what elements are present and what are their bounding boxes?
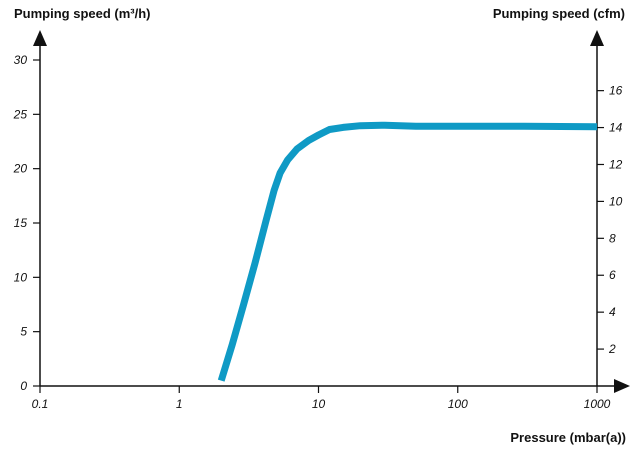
x-tick-label: 1	[176, 397, 183, 411]
y-tick-label-left: 0	[20, 379, 27, 393]
y-tick-label-left: 10	[14, 270, 28, 284]
y-tick-label-left: 5	[20, 325, 27, 339]
ticks-group: 0 5 10 15 20 25 30 2 4 6 8 10 12 14 16 0.1 1 10 100 1000	[13, 53, 623, 411]
x-tick-label: 100	[448, 397, 468, 411]
y-tick-label-right: 12	[609, 157, 623, 171]
x-tick-label: 10	[312, 397, 326, 411]
y-axis-right-arrow	[590, 30, 604, 46]
y-tick-label-left: 20	[13, 162, 28, 176]
y-tick-label-right: 8	[609, 231, 616, 245]
y-tick-label-left: 30	[14, 53, 28, 67]
y-tick-label-left: 25	[13, 107, 28, 121]
x-tick-label: 1000	[584, 397, 611, 411]
y-axis-title-left: Pumping speed (m³/h)	[14, 6, 151, 21]
y-axis-title-right: Pumping speed (cfm)	[493, 6, 625, 21]
y-tick-label-right: 10	[609, 194, 623, 208]
plot-area	[217, 121, 598, 382]
pumping-speed-series-line	[217, 121, 598, 382]
y-axis-left-arrow	[33, 30, 47, 46]
y-tick-label-right: 14	[609, 121, 623, 135]
y-tick-label-right: 6	[609, 268, 616, 282]
y-tick-label-right: 16	[609, 84, 623, 98]
x-tick-label: 0.1	[32, 397, 49, 411]
x-axis-arrow	[614, 379, 630, 393]
x-axis-title: Pressure (mbar(a))	[510, 430, 626, 445]
y-tick-label-right: 2	[608, 342, 616, 356]
y-tick-label-left: 15	[14, 216, 28, 230]
y-tick-label-right: 4	[609, 305, 616, 319]
